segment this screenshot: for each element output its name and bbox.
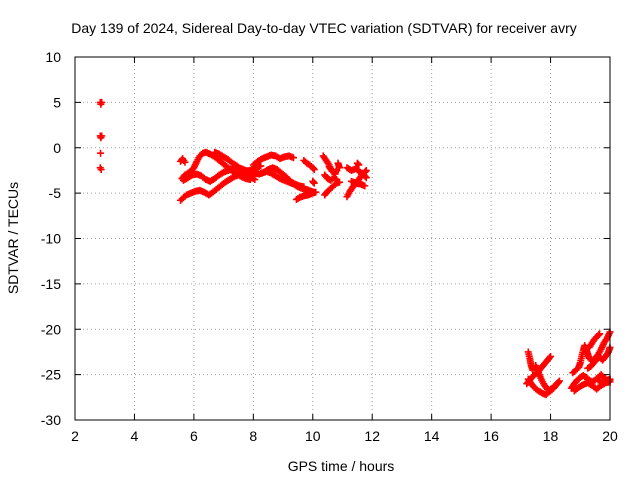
x-tick-label: 2 <box>71 428 79 444</box>
axis-ticks: 2 4 6 8 10 12 14 16 18 20 -30 -25 -20 -15 -10 -5 0 5 10 <box>41 49 618 444</box>
data-point <box>547 352 555 360</box>
data-point <box>546 354 554 362</box>
data-point <box>336 178 344 186</box>
x-tick-label: 8 <box>249 428 257 444</box>
data-point <box>312 188 320 196</box>
y-tick-label: 5 <box>53 94 61 110</box>
y-tick-label: -30 <box>41 412 61 428</box>
x-axis-label: GPS time / hours <box>288 458 395 474</box>
y-tick-label: -25 <box>41 367 61 383</box>
data-point <box>310 166 318 174</box>
data-point <box>361 182 369 190</box>
data-point <box>555 377 563 385</box>
data-point <box>362 166 370 174</box>
data-points <box>96 98 614 399</box>
x-tick-label: 12 <box>364 428 380 444</box>
x-tick-label: 6 <box>190 428 198 444</box>
x-tick-label: 4 <box>131 428 139 444</box>
data-point <box>355 161 363 169</box>
data-point <box>554 378 562 386</box>
data-point <box>97 149 105 157</box>
y-axis-label: SDTVAR / TECUs <box>5 182 21 294</box>
x-tick-label: 20 <box>602 428 618 444</box>
y-tick-label: -20 <box>41 321 61 337</box>
x-tick-label: 14 <box>424 428 440 444</box>
data-point <box>289 154 297 162</box>
data-point <box>362 174 370 182</box>
data-point <box>98 132 106 140</box>
data-point <box>181 158 189 166</box>
data-point <box>529 366 537 374</box>
data-point <box>249 175 257 183</box>
y-tick-label: 10 <box>45 49 61 65</box>
y-tick-label: 0 <box>53 140 61 156</box>
data-point <box>98 98 106 106</box>
y-tick-label: -5 <box>49 185 62 201</box>
y-tick-label: -15 <box>41 276 61 292</box>
data-point <box>257 162 265 170</box>
grid-lines <box>75 57 610 420</box>
data-point <box>97 166 105 174</box>
y-tick-label: -10 <box>41 231 61 247</box>
x-tick-label: 10 <box>305 428 321 444</box>
data-point <box>361 172 369 180</box>
data-point <box>251 176 259 184</box>
x-tick-label: 18 <box>543 428 559 444</box>
data-point <box>596 330 604 338</box>
data-point <box>336 164 344 172</box>
chart-title: Day 139 of 2024, Sidereal Day-to-day VTE… <box>71 20 577 36</box>
x-tick-label: 16 <box>483 428 499 444</box>
data-point <box>310 179 318 187</box>
